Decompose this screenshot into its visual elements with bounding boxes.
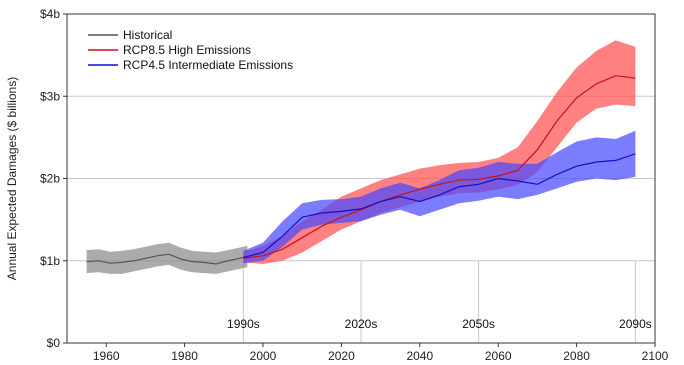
- x-tick-label: 1980: [171, 349, 198, 363]
- line-rcp4-5-intermediate-emissions: [243, 153, 636, 259]
- line-historical: [86, 253, 248, 265]
- y-tick-label: $1b: [40, 254, 60, 268]
- x-tick-label: 2080: [563, 349, 590, 363]
- decade-label: 2050s: [462, 317, 495, 331]
- y-tick-label: $0: [47, 336, 61, 350]
- x-tick-label: 2100: [642, 349, 669, 363]
- x-tick-label: 1960: [93, 349, 120, 363]
- line-rcp8-5-high-emissions: [243, 75, 636, 259]
- y-axis-ticks: $0 $1b $2b $3b $4b: [40, 7, 67, 350]
- y-tick-label: $3b: [40, 89, 60, 103]
- y-tick-label: $4b: [40, 7, 60, 21]
- x-tick-label: 2060: [485, 349, 512, 363]
- x-tick-label: 2020: [328, 349, 355, 363]
- x-axis-ticks: 1960 1980 2000 2020 2040 2060 2080 2100: [93, 343, 669, 363]
- legend-label-rcp4-5-intermediate-emissions: RCP4.5 Intermediate Emissions: [123, 58, 293, 72]
- decade-label: 2020s: [345, 317, 378, 331]
- x-tick-label: 2000: [250, 349, 277, 363]
- decade-label: 2090s: [619, 317, 652, 331]
- band-historical: [86, 242, 248, 274]
- band-rcp4-5-intermediate-emissions: [243, 130, 636, 264]
- decade-markers: 1990s 2020s 2050s 2090s: [227, 260, 652, 343]
- uncertainty-bands: [86, 40, 636, 274]
- legend-label-rcp8-5-high-emissions: RCP8.5 High Emissions: [123, 43, 251, 57]
- decade-label: 1990s: [227, 317, 260, 331]
- legend-label-historical: Historical: [123, 28, 172, 42]
- y-axis-label: Annual Expected Damages ($ billions): [5, 77, 19, 280]
- series-lines: [86, 75, 636, 265]
- x-tick-label: 2040: [406, 349, 433, 363]
- y-tick-label: $2b: [40, 172, 60, 186]
